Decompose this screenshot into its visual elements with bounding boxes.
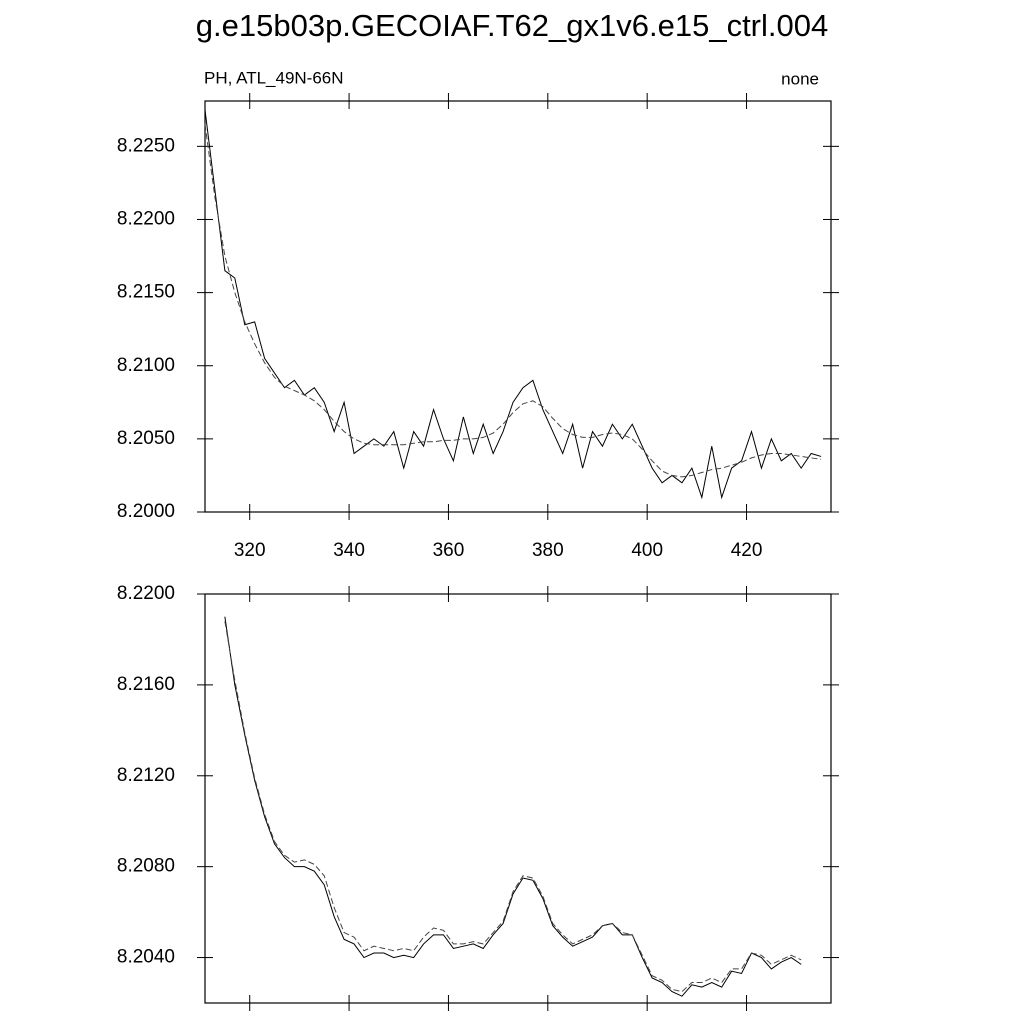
data-line [204, 124, 822, 478]
y-tick-label: 8.2000 [117, 501, 175, 522]
y-tick-label: 8.2200 [117, 208, 175, 229]
data-line [224, 621, 802, 993]
y-tick-label: 8.2120 [117, 765, 175, 786]
y-tick-label: 8.2040 [117, 947, 175, 968]
y-tick-label: 8.2080 [117, 856, 175, 877]
y-tick-label: 8.2160 [117, 674, 175, 695]
subtitle-right: none [781, 69, 819, 88]
plot-frame [204, 593, 832, 1004]
x-tick-label: 360 [433, 540, 465, 561]
x-tick-label: 400 [631, 540, 663, 561]
x-tick-label: 320 [234, 540, 266, 561]
plot-frame [204, 100, 832, 513]
y-tick-label: 8.2200 [117, 583, 175, 604]
x-tick-label: 340 [333, 540, 365, 561]
data-line [224, 616, 802, 997]
data-line [204, 109, 822, 500]
subtitle-left: PH, ATL_49N-66N [204, 68, 344, 87]
x-tick-label: 380 [532, 540, 564, 561]
chart-title: g.e15b03p.GECOIAF.T62_gx1v6.e15_ctrl.004 [196, 8, 828, 43]
x-tick-label: 420 [731, 540, 763, 561]
y-tick-label: 8.2250 [117, 135, 175, 156]
y-tick-label: 8.2050 [117, 428, 175, 449]
y-tick-label: 8.2100 [117, 355, 175, 376]
y-tick-label: 8.2150 [117, 282, 175, 303]
